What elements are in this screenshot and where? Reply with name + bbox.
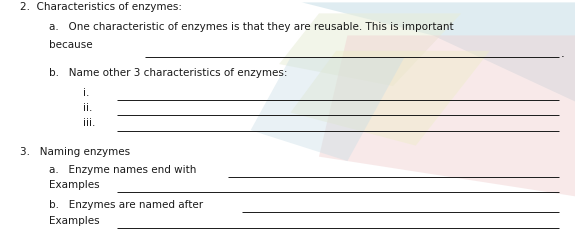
Polygon shape <box>319 36 575 196</box>
Text: i.: i. <box>83 88 89 98</box>
Text: ii.: ii. <box>83 103 92 113</box>
Text: a.   One characteristic of enzymes is that they are reusable. This is important: a. One characteristic of enzymes is that… <box>49 22 453 32</box>
Text: because: because <box>49 40 92 50</box>
Text: Examples: Examples <box>49 180 99 190</box>
Text: 2.  Characteristics of enzymes:: 2. Characteristics of enzymes: <box>20 2 182 12</box>
Text: b.   Enzymes are named after: b. Enzymes are named after <box>49 200 203 210</box>
Text: .: . <box>561 47 565 60</box>
Polygon shape <box>250 58 404 161</box>
Polygon shape <box>302 2 575 101</box>
Text: Examples: Examples <box>49 216 99 226</box>
Text: a.   Enzyme names end with: a. Enzyme names end with <box>49 165 196 175</box>
Polygon shape <box>290 51 490 146</box>
Text: b.   Name other 3 characteristics of enzymes:: b. Name other 3 characteristics of enzym… <box>49 68 287 78</box>
Polygon shape <box>279 14 461 86</box>
Text: 3.   Naming enzymes: 3. Naming enzymes <box>20 147 130 157</box>
Text: iii.: iii. <box>83 118 95 128</box>
